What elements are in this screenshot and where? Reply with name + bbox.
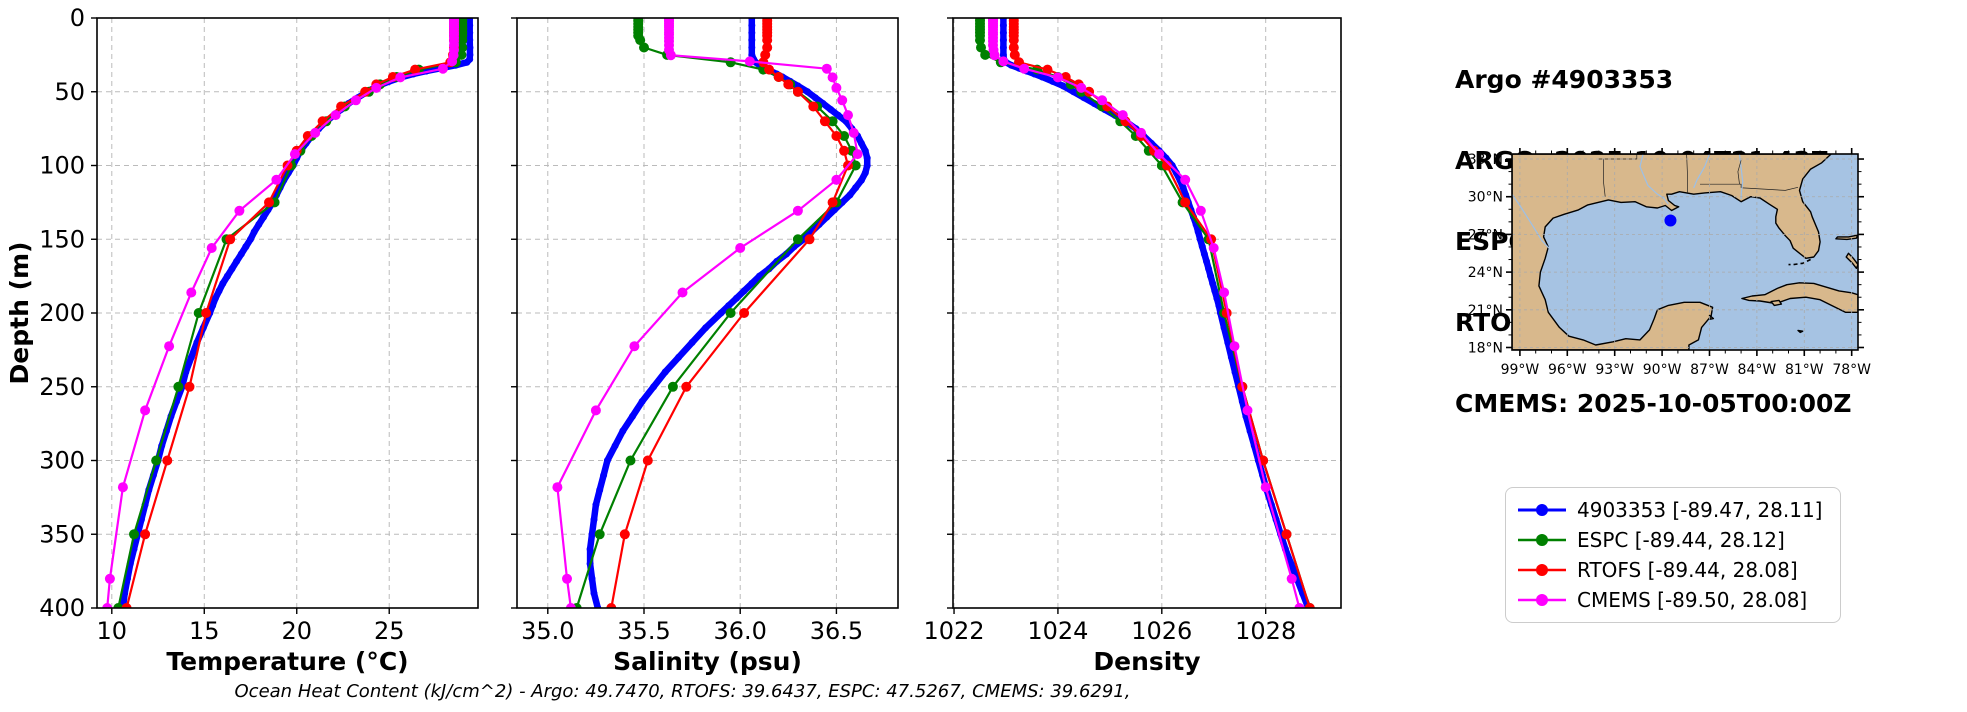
x-tick-label: 25 xyxy=(374,617,405,645)
cmems-timestamp: CMEMS: 2025-10-05T00:00Z xyxy=(1455,389,1852,418)
series-markers-RTOFS xyxy=(606,18,853,608)
landmass xyxy=(1835,234,1858,241)
depth-tick-label: 350 xyxy=(39,520,85,548)
x-tick-label: 1028 xyxy=(1235,617,1296,645)
density-axis-title: Density xyxy=(1093,647,1200,676)
gulf-of-mexico-map: 99°W 96°W 93°W 90°W 87°W 84°W 81°W 78°W 33°N 30°N… xyxy=(1468,148,1871,378)
state-border xyxy=(1603,159,1606,197)
map-lat-label: 30°N xyxy=(1468,190,1503,206)
temperature-panel: 10 15 20 25050100150200250300350400Temperat… xyxy=(39,4,479,676)
depth-tick-label: 300 xyxy=(39,447,85,475)
map-lon-label: 93°W xyxy=(1595,362,1634,378)
legend-line-marker-icon xyxy=(1518,594,1566,606)
profile-plots: 10 15 20 25050100150200250300350400Temperat… xyxy=(5,4,1342,676)
float-position-marker xyxy=(1664,214,1677,227)
legend-label: RTOFS [-89.44, 28.08] xyxy=(1577,558,1798,582)
density-panel: 1022 1024 1026 1028 Density xyxy=(923,17,1342,676)
series-markers-CMEMS xyxy=(552,18,863,608)
map-lon-label: 99°W xyxy=(1501,362,1540,378)
x-tick-label: 1024 xyxy=(1027,617,1088,645)
x-tick-label: 1026 xyxy=(1131,617,1192,645)
legend-line-marker-icon xyxy=(1518,564,1566,576)
state-border xyxy=(1737,160,1742,185)
x-tick-label: 35.5 xyxy=(617,617,670,645)
series-markers-CMEMS xyxy=(988,18,1305,608)
depth-tick-label: 150 xyxy=(39,225,85,253)
map-lat-label: 27°N xyxy=(1468,227,1503,243)
x-tick-label: 35.0 xyxy=(521,617,574,645)
legend-label: ESPC [-89.44, 28.12] xyxy=(1577,528,1785,552)
map-lat-label: 18°N xyxy=(1468,340,1503,356)
state-border xyxy=(1742,186,1799,191)
state-border xyxy=(1686,154,1688,193)
right-panel: Argo #4903353 ARGO: 2025-10-04T21:43Z ES… xyxy=(1380,0,1967,712)
x-tick-label: 20 xyxy=(281,617,312,645)
depth-tick-label: 0 xyxy=(70,4,85,32)
x-tick-label: 15 xyxy=(189,617,220,645)
legend: 4903353 [-89.47, 28.11] ESPC [-89.44, 28.… xyxy=(1505,487,1841,623)
river xyxy=(1693,154,1711,189)
legend-item-2: RTOFS [-89.44, 28.08] xyxy=(1516,555,1828,585)
depth-tick-label: 100 xyxy=(39,152,85,180)
legend-label: CMEMS [-89.50, 28.08] xyxy=(1577,588,1808,612)
map-frame xyxy=(1511,153,1859,351)
river xyxy=(1512,193,1550,249)
legend-item-1: ESPC [-89.44, 28.12] xyxy=(1516,525,1828,555)
depth-tick-label: 200 xyxy=(39,299,85,327)
legend-item-0: 4903353 [-89.47, 28.11] xyxy=(1516,495,1828,525)
landmass xyxy=(1797,329,1804,334)
legend-line-marker-icon xyxy=(1518,504,1566,516)
map-lon-label: 87°W xyxy=(1690,362,1729,378)
salinity-panel: 35.0 35.5 36.0 36.5 Salinity (psu) xyxy=(511,17,899,676)
depth-tick-label: 50 xyxy=(54,78,85,106)
landmass xyxy=(1708,314,1715,320)
depth-axis-title: Depth (m) xyxy=(5,242,34,385)
map-lon-label: 96°W xyxy=(1548,362,1587,378)
map-lon-label: 78°W xyxy=(1832,362,1871,378)
map-axes: 99°W 96°W 93°W 90°W 87°W 84°W 81°W 78°W 33°N 30°N… xyxy=(1468,148,1871,378)
temperature-axis-title: Temperature (°C) xyxy=(166,647,408,676)
depth-tick-label: 400 xyxy=(39,594,85,622)
x-tick-label: 1022 xyxy=(923,617,984,645)
landmass xyxy=(1770,299,1783,307)
map-lon-label: 81°W xyxy=(1785,362,1824,378)
map-lon-label: 90°W xyxy=(1643,362,1682,378)
river xyxy=(1639,154,1669,205)
map-lat-label: 24°N xyxy=(1468,265,1503,281)
series-markers-4903353 xyxy=(119,18,474,608)
series-markers-CMEMS xyxy=(102,18,459,608)
x-tick-label: 36.5 xyxy=(810,617,863,645)
landmass xyxy=(1845,252,1858,270)
legend-line-marker-icon xyxy=(1518,534,1566,546)
landmass xyxy=(1512,154,1832,350)
legend-label: 4903353 [-89.47, 28.11] xyxy=(1577,498,1823,522)
map-lat-label: 33°N xyxy=(1468,152,1503,168)
depth-tick-label: 250 xyxy=(39,373,85,401)
map-lon-label: 84°W xyxy=(1738,362,1777,378)
ocean-heat-content-caption: Ocean Heat Content (kJ/cm^2) - Argo: 49.… xyxy=(234,681,1131,702)
state-border xyxy=(1700,183,1742,188)
salinity-axis-title: Salinity (psu) xyxy=(613,647,802,676)
x-tick-label: 10 xyxy=(97,617,128,645)
map-lat-label: 21°N xyxy=(1468,303,1503,319)
x-tick-label: 36.0 xyxy=(713,617,766,645)
series-markers-RTOFS xyxy=(1008,18,1315,608)
figure-title: Argo #4903353 xyxy=(1455,65,1674,94)
legend-item-3: CMEMS [-89.50, 28.08] xyxy=(1516,585,1828,615)
